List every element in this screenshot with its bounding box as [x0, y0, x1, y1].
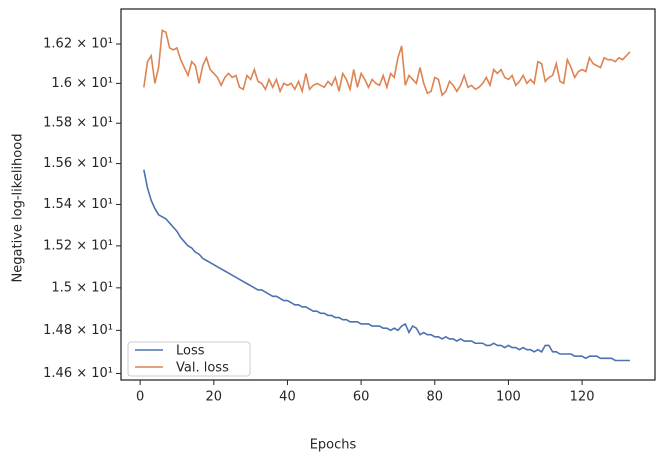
- y-tick-label: 1.46 × 10¹: [43, 366, 113, 381]
- legend-label: Loss: [176, 344, 205, 359]
- x-tick-label: 60: [353, 390, 370, 405]
- line-series: [143, 169, 630, 362]
- y-tick-label: 1.48 × 10¹: [43, 323, 113, 338]
- legend-label: Val. loss: [176, 361, 229, 376]
- axes-frame: [120, 8, 656, 381]
- x-axis-label: Epochs: [310, 438, 357, 453]
- y-tick-label: 1.6 × 10¹: [51, 76, 113, 91]
- y-tick-label: 1.56 × 10¹: [43, 156, 113, 171]
- x-tick-label: 40: [279, 390, 296, 405]
- y-tick-label: 1.58 × 10¹: [43, 116, 113, 131]
- line-series: [143, 29, 631, 97]
- y-axis-label: Negative log-likelihood: [11, 134, 26, 283]
- y-tick-label: 1.5 × 10¹: [51, 280, 113, 295]
- y-tick-label: 1.54 × 10¹: [43, 197, 113, 212]
- x-tick-label: 0: [136, 390, 144, 405]
- x-tick-label: 100: [496, 390, 521, 405]
- y-tick-label: 1.52 × 10¹: [43, 238, 113, 253]
- y-tick-label: 1.62 × 10¹: [43, 37, 113, 52]
- x-tick-label: 120: [570, 390, 595, 405]
- x-tick-label: 20: [206, 390, 223, 405]
- x-tick-label: 80: [426, 390, 443, 405]
